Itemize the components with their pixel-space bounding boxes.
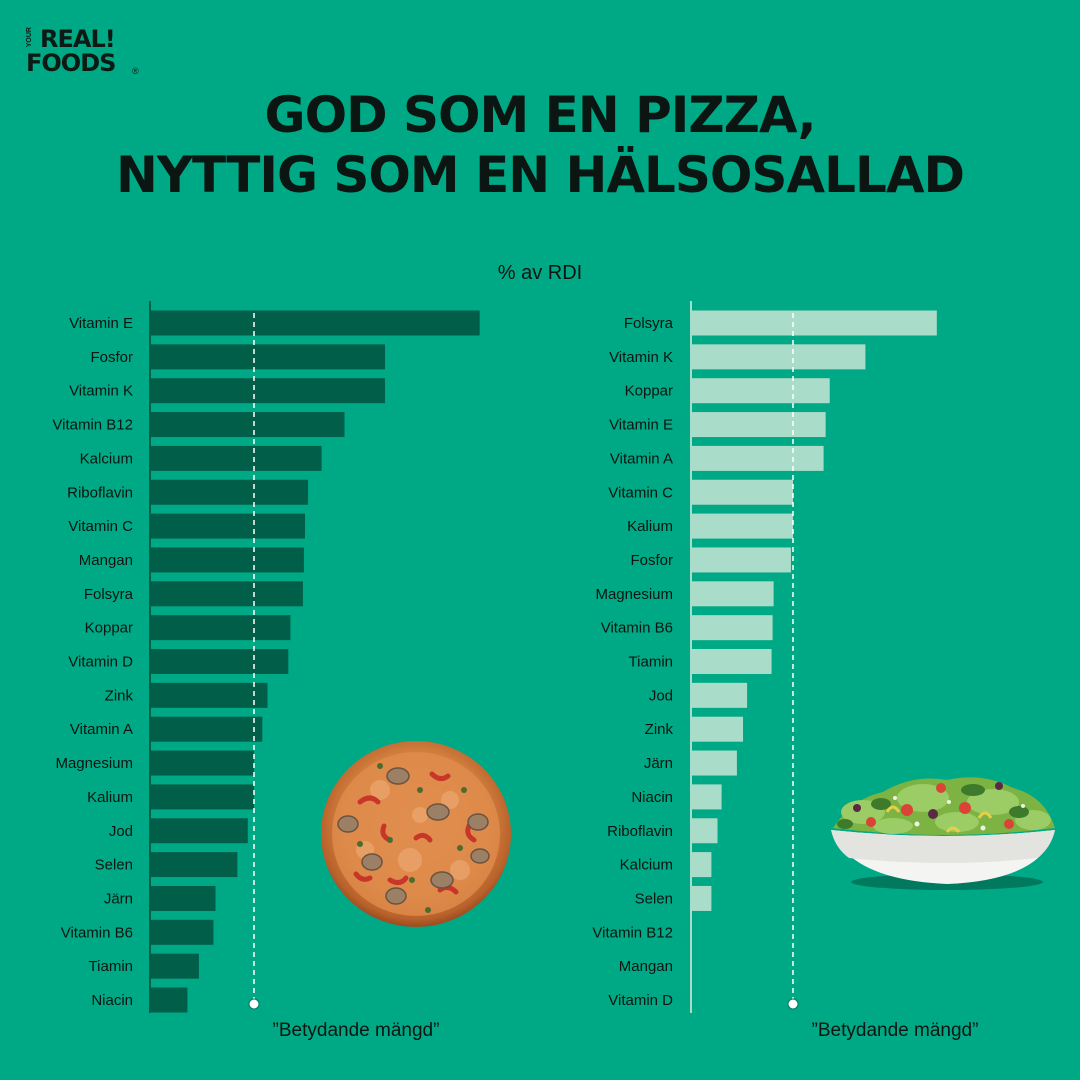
salad-tick-label: Vitamin B6 [601, 620, 673, 637]
pizza-tick-label: Fosfor [90, 349, 133, 366]
pizza-tick-label: Vitamin E [69, 315, 133, 332]
salad-tick-label: Vitamin C [608, 484, 673, 501]
salad-bar [691, 378, 830, 404]
salad-tick-label: Järn [644, 755, 673, 772]
salad-tick-label: Fosfor [630, 552, 673, 569]
salad-bar [691, 682, 748, 708]
salad-bar [691, 310, 937, 336]
pizza-tick-label: Vitamin D [68, 654, 133, 671]
salad-tick-label: Vitamin D [608, 992, 673, 1009]
pizza-tick-label: Selen [95, 857, 133, 874]
pizza-bar [150, 716, 263, 742]
salad-tick-label: Jod [649, 687, 673, 704]
salad-tick-label: Magnesium [595, 586, 673, 603]
pizza-bar [150, 885, 216, 911]
salad-bar [691, 818, 718, 844]
pizza-tick-label: Vitamin B12 [52, 417, 133, 434]
pizza-bar [150, 581, 303, 607]
pizza-bar [150, 615, 291, 641]
pizza-bar [150, 479, 309, 505]
logo-line-1: REAL! [40, 25, 116, 53]
pizza-tick-label: Tiamin [89, 958, 133, 975]
salad-tick-label: Vitamin K [609, 349, 673, 366]
pizza-bar [150, 852, 238, 878]
pizza-reference-marker [248, 998, 260, 1010]
pizza-tick-label: Kalcium [80, 450, 133, 467]
pizza-bar [150, 547, 304, 573]
pizza-bar [150, 987, 188, 1013]
pizza-tick-label: Vitamin B6 [61, 924, 133, 941]
salad-bar [691, 344, 866, 370]
salad-tick-label: Niacin [631, 789, 673, 806]
pizza-tick-label: Zink [105, 687, 134, 704]
pizza-bar [150, 953, 199, 979]
pizza-tick-label: Riboflavin [67, 484, 133, 501]
salad-bar [691, 445, 824, 471]
pizza-bar [150, 378, 386, 404]
pizza-bar [150, 310, 480, 336]
pizza-bar [150, 919, 214, 945]
salad-tick-label: Mangan [619, 958, 673, 975]
salad-bar [691, 615, 773, 641]
pizza-tick-label: Järn [104, 890, 133, 907]
logo-line-2: FOODS [26, 49, 116, 77]
pizza-image [321, 741, 511, 927]
salad-tick-label: Kalium [627, 518, 673, 535]
pizza-bar [150, 818, 248, 844]
pizza-bar [150, 445, 322, 471]
salad-bar [691, 547, 791, 573]
salad-bar [691, 479, 793, 505]
pizza-bar [150, 784, 254, 810]
salad-tick-label: Folsyra [624, 315, 674, 332]
headline-line-2: NYTTIG SOM EN HÄLSOSALLAD [115, 146, 965, 204]
pizza-tick-label: Folsyra [84, 586, 134, 603]
pizza-bar [150, 750, 254, 776]
salad-bar [691, 885, 712, 911]
salad-bar [691, 412, 826, 438]
salad-tick-label: Riboflavin [607, 823, 673, 840]
pizza-tick-label: Kalium [87, 789, 133, 806]
pizza-tick-label: Vitamin C [68, 518, 133, 535]
pizza-tick-label: Jod [109, 823, 133, 840]
salad-image [831, 777, 1055, 890]
headline-line-1: GOD SOM EN PIZZA, [264, 86, 817, 144]
salad-reference-label: ”Betydande mängd” [812, 1020, 979, 1041]
salad-tick-label: Vitamin E [609, 417, 673, 434]
salad-bar [691, 750, 737, 776]
pizza-tick-label: Vitamin K [69, 383, 133, 400]
salad-tick-label: Kalcium [620, 857, 673, 874]
salad-bar [691, 649, 772, 674]
pizza-bar [150, 649, 289, 674]
pizza-tick-label: Niacin [91, 992, 133, 1009]
axis-title: % av RDI [497, 262, 583, 284]
pizza-tick-label: Mangan [79, 552, 133, 569]
salad-reference-marker [787, 998, 799, 1010]
salad-tick-label: Tiamin [629, 654, 673, 671]
salad-bar [691, 581, 774, 607]
pizza-bar [150, 412, 345, 438]
salad-bar [691, 852, 712, 878]
pizza-tick-label: Koppar [85, 620, 133, 637]
pizza-tick-label: Magnesium [55, 755, 133, 772]
salad-tick-label: Vitamin A [610, 450, 673, 467]
pizza-tick-label: Vitamin A [70, 721, 133, 738]
pizza-bar [150, 682, 268, 708]
salad-bar [691, 513, 793, 539]
salad-tick-label: Selen [635, 890, 673, 907]
salad-bar [691, 716, 744, 742]
salad-tick-label: Zink [645, 721, 674, 738]
salad-bar [691, 784, 722, 810]
pizza-bar [150, 344, 386, 370]
pizza-reference-label: ”Betydande mängd” [273, 1020, 440, 1041]
pizza-bar [150, 513, 305, 539]
brand-logo: YOUR REAL! FOODS ® [26, 26, 146, 82]
salad-tick-label: Koppar [625, 383, 673, 400]
salad-tick-label: Vitamin B12 [592, 924, 673, 941]
logo-registered-mark: ® [132, 66, 139, 76]
